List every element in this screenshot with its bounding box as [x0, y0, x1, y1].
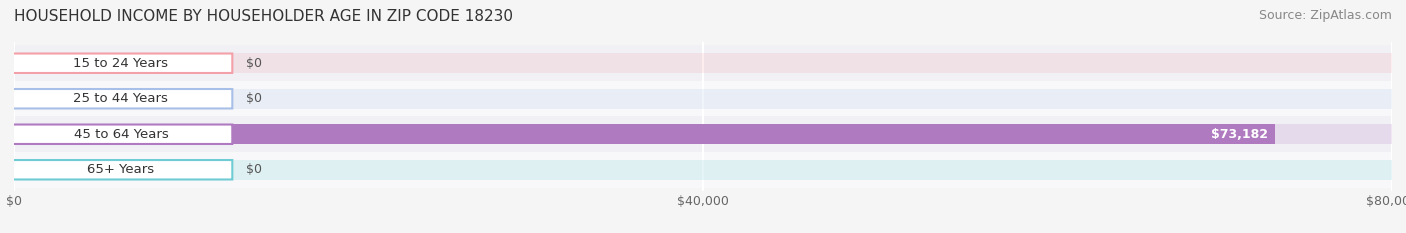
Text: HOUSEHOLD INCOME BY HOUSEHOLDER AGE IN ZIP CODE 18230: HOUSEHOLD INCOME BY HOUSEHOLDER AGE IN Z…	[14, 9, 513, 24]
Text: 45 to 64 Years: 45 to 64 Years	[73, 128, 169, 141]
FancyBboxPatch shape	[10, 54, 232, 73]
FancyBboxPatch shape	[10, 89, 232, 109]
Bar	[14, 89, 1392, 109]
Text: $73,182: $73,182	[1211, 128, 1268, 141]
Bar	[14, 116, 1392, 152]
Bar	[14, 152, 1392, 188]
Bar	[14, 45, 1392, 81]
Text: 65+ Years: 65+ Years	[87, 163, 155, 176]
Bar	[14, 160, 1392, 179]
Bar	[14, 124, 1274, 144]
Text: $0: $0	[246, 163, 262, 176]
FancyBboxPatch shape	[10, 160, 232, 179]
Bar	[14, 81, 1392, 116]
Text: 25 to 44 Years: 25 to 44 Years	[73, 92, 169, 105]
Bar	[14, 124, 1392, 144]
Bar	[14, 54, 1392, 73]
Text: $0: $0	[246, 57, 262, 70]
Text: 15 to 24 Years: 15 to 24 Years	[73, 57, 169, 70]
Text: Source: ZipAtlas.com: Source: ZipAtlas.com	[1258, 9, 1392, 22]
FancyBboxPatch shape	[10, 124, 232, 144]
Text: $0: $0	[246, 92, 262, 105]
